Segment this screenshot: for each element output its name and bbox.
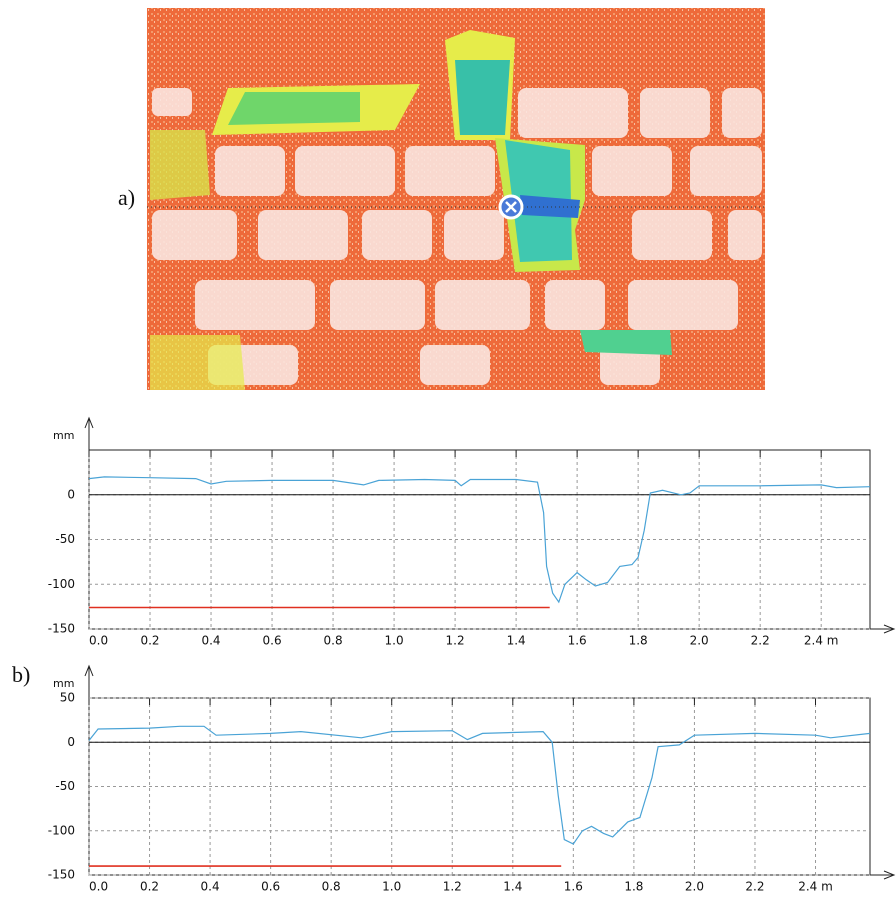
x-tick-label: 0.2 xyxy=(140,634,159,648)
x-tick-label: 0.2 xyxy=(140,880,159,894)
x-tick-label: 2.2 xyxy=(751,634,770,648)
data-line xyxy=(89,726,870,844)
y-axis-label: mm xyxy=(53,429,74,442)
x-tick-label: 1.0 xyxy=(385,634,404,648)
y-axis-arrow xyxy=(85,418,93,450)
y-tick-label: -50 xyxy=(55,532,75,546)
x-tick-label: 0.0 xyxy=(89,634,108,648)
x-tick-label: 1.8 xyxy=(624,880,643,894)
y-axis-arrow xyxy=(85,666,93,698)
x-tick-label: 2.0 xyxy=(685,880,704,894)
y-tick-label: -100 xyxy=(48,577,75,591)
page: {"labels": {"a": "a)", "b": "b)"}, "char… xyxy=(0,0,896,901)
y-tick-label: -100 xyxy=(48,823,75,837)
panel-label: a) xyxy=(118,185,135,210)
x-tick-label: 0.4 xyxy=(201,880,220,894)
x-tick-label: 1.4 xyxy=(503,880,522,894)
x-tick-label: 0.8 xyxy=(324,634,343,648)
x-tick-label: 1.2 xyxy=(446,634,465,648)
y-tick-label: 50 xyxy=(60,691,75,705)
x-tick-label: 1.4 xyxy=(507,634,526,648)
heat-map xyxy=(147,8,765,390)
x-tick-label: 0.6 xyxy=(261,880,280,894)
x-tick-label: 2.0 xyxy=(690,634,709,648)
x-tick-label: 0.8 xyxy=(322,880,341,894)
x-tick-label: 2.4 m xyxy=(804,634,839,648)
y-tick-label: -50 xyxy=(55,779,75,793)
y-tick-label: 0 xyxy=(67,487,75,501)
x-tick-label: 1.0 xyxy=(382,880,401,894)
panel-label: b) xyxy=(12,662,30,687)
x-axis-arrow xyxy=(870,871,894,879)
x-axis-arrow xyxy=(870,625,894,633)
y-tick-label: -150 xyxy=(48,622,75,636)
x-tick-label: 0.0 xyxy=(89,880,108,894)
x-tick-label: 1.6 xyxy=(568,634,587,648)
y-tick-label: 0 xyxy=(67,735,75,749)
y-tick-label: -150 xyxy=(48,868,75,882)
x-tick-label: 1.2 xyxy=(443,880,462,894)
y-axis-label: mm xyxy=(53,677,74,690)
x-tick-label: 2.2 xyxy=(745,880,764,894)
x-tick-label: 1.6 xyxy=(564,880,583,894)
x-tick-label: 1.8 xyxy=(629,634,648,648)
figure: a) b) mm 0.0 0.2 0.4 0.6 0.8 1.0 1.2 1.4 1.6 1.8 2.… xyxy=(0,0,896,901)
x-tick-label: 0.6 xyxy=(263,634,282,648)
x-tick-label: 0.4 xyxy=(201,634,220,648)
x-tick-label: 2.4 m xyxy=(798,880,833,894)
